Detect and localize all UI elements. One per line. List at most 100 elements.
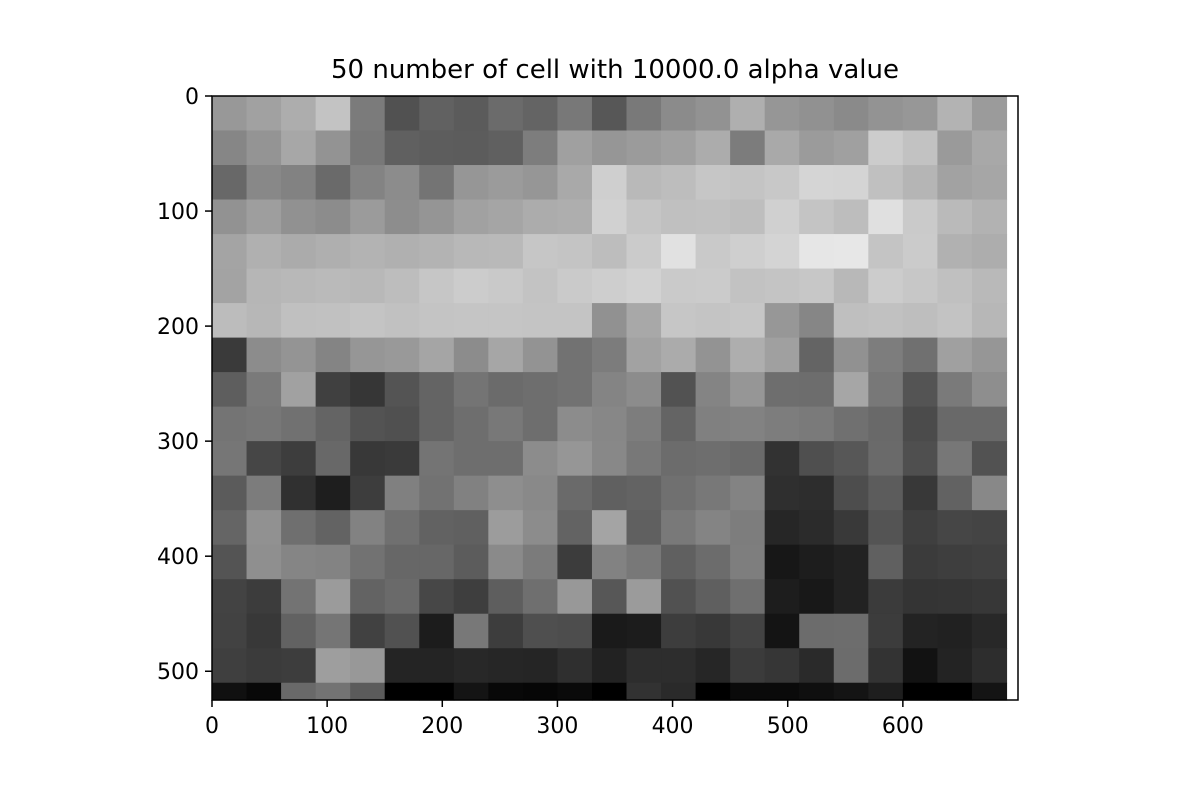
- heatmap-cell: [419, 303, 455, 339]
- heatmap-cell: [764, 199, 800, 235]
- x-tick-label: 400: [652, 714, 694, 739]
- chart-title: 50 number of cell with 10000.0 alpha val…: [331, 55, 899, 85]
- heatmap-cell: [902, 268, 938, 304]
- heatmap-cell: [868, 613, 904, 649]
- heatmap-cell: [799, 303, 835, 339]
- heatmap-cell: [764, 406, 800, 442]
- heatmap-cell: [488, 96, 524, 132]
- heatmap-cell: [281, 648, 317, 684]
- heatmap-cell: [626, 337, 662, 373]
- heatmap-cell: [902, 234, 938, 270]
- heatmap-cell: [799, 613, 835, 649]
- heatmap-cell: [419, 165, 455, 201]
- heatmap-cell: [868, 682, 904, 701]
- heatmap-cell: [868, 406, 904, 442]
- heatmap-cell: [937, 475, 973, 511]
- heatmap-cell: [246, 303, 282, 339]
- heatmap-cell: [557, 199, 593, 235]
- heatmap-cell: [661, 441, 697, 477]
- x-tick-label: 300: [536, 714, 578, 739]
- heatmap-cell: [591, 613, 628, 649]
- heatmap-cell: [868, 337, 904, 373]
- heatmap-cell: [730, 406, 766, 442]
- heatmap-cell: [591, 199, 628, 235]
- heatmap-cell: [902, 165, 938, 201]
- x-tick-label: 200: [421, 714, 463, 739]
- heatmap-cell: [902, 130, 938, 166]
- heatmap-cell: [591, 337, 628, 373]
- heatmap-cell: [522, 96, 559, 132]
- heatmap-cell: [833, 130, 869, 166]
- heatmap-cell: [902, 441, 938, 477]
- heatmap-cell: [902, 372, 938, 408]
- heatmap-cell: [350, 475, 386, 511]
- heatmap-cell: [350, 682, 386, 701]
- y-tick-label: 300: [157, 430, 199, 455]
- heatmap-cell: [419, 475, 455, 511]
- heatmap-cell: [350, 406, 386, 442]
- heatmap-cell: [453, 268, 489, 304]
- heatmap-cell: [971, 130, 1008, 166]
- heatmap-cell: [937, 579, 973, 615]
- heatmap-cell: [833, 234, 869, 270]
- heatmap-cell: [902, 199, 938, 235]
- heatmap-cell: [902, 648, 938, 684]
- heatmap-cell: [799, 579, 835, 615]
- heatmap-cell: [453, 613, 489, 649]
- heatmap-cell: [522, 406, 559, 442]
- heatmap-cell: [246, 510, 282, 546]
- heatmap-cell: [488, 510, 524, 546]
- heatmap-cell: [591, 96, 628, 132]
- heatmap-cell: [522, 441, 559, 477]
- heatmap-cell: [971, 199, 1008, 235]
- heatmap-cell: [350, 130, 386, 166]
- heatmap-cell: [695, 165, 731, 201]
- heatmap-cell: [246, 682, 282, 701]
- heatmap-cell: [315, 337, 351, 373]
- heatmap-cell: [626, 510, 662, 546]
- heatmap-cell: [384, 475, 420, 511]
- heatmap-cell: [799, 337, 835, 373]
- x-axis: 0 100 200 300 400 500 600: [205, 700, 924, 739]
- heatmap-cell: [764, 475, 800, 511]
- heatmap-cell: [799, 199, 835, 235]
- heatmap-cell: [557, 130, 593, 166]
- heatmap-cell: [695, 234, 731, 270]
- heatmap-cell: [246, 268, 282, 304]
- heatmap-cell: [971, 544, 1008, 580]
- heatmap-cell: [453, 303, 489, 339]
- heatmap-cell: [833, 510, 869, 546]
- heatmap-cell: [971, 268, 1008, 304]
- heatmap-cell: [937, 648, 973, 684]
- heatmap-cell: [419, 544, 455, 580]
- heatmap-cell: [591, 130, 628, 166]
- heatmap-cell: [626, 648, 662, 684]
- heatmap-cell: [315, 199, 351, 235]
- heatmap-cell: [557, 613, 593, 649]
- heatmap-cell: [695, 199, 731, 235]
- heatmap-cell: [764, 130, 800, 166]
- heatmap-cell: [419, 199, 455, 235]
- heatmap-cell: [350, 303, 386, 339]
- heatmap-cell: [626, 199, 662, 235]
- heatmap-cell: [695, 475, 731, 511]
- heatmap-cell: [281, 372, 317, 408]
- heatmap-cell: [626, 475, 662, 511]
- heatmap-cell: [384, 234, 420, 270]
- heatmap-cell: [557, 648, 593, 684]
- heatmap-cell: [557, 510, 593, 546]
- heatmap-cell: [626, 268, 662, 304]
- heatmap-cell: [937, 406, 973, 442]
- heatmap-cell: [488, 579, 524, 615]
- heatmap-cell: [212, 475, 248, 511]
- heatmap-cell: [212, 234, 248, 270]
- heatmap-cell: [937, 613, 973, 649]
- heatmap-cell: [212, 544, 248, 580]
- heatmap-cell: [453, 199, 489, 235]
- heatmap-cell: [833, 337, 869, 373]
- heatmap-cell: [661, 234, 697, 270]
- heatmap-cell: [453, 165, 489, 201]
- heatmap-cell: [246, 372, 282, 408]
- heatmap-cell: [833, 372, 869, 408]
- heatmap-cell: [246, 544, 282, 580]
